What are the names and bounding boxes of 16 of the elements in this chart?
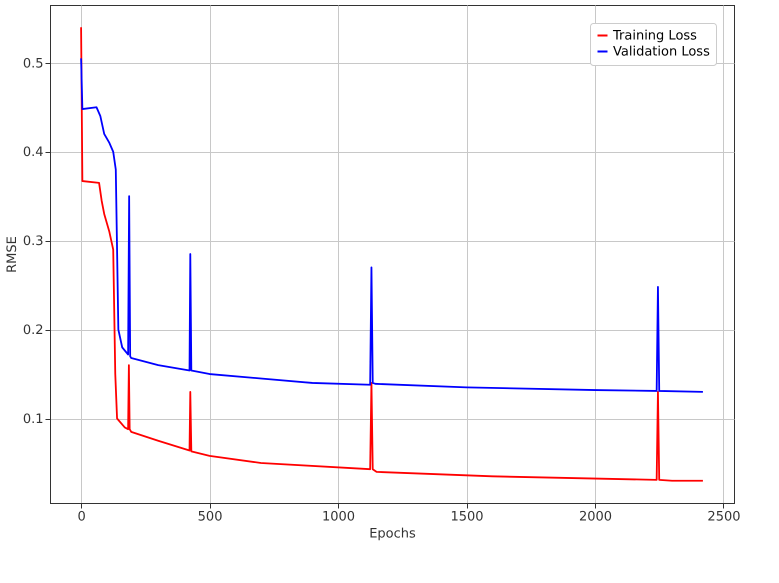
x-tick-label: 2000 — [578, 510, 612, 524]
line-series — [80, 57, 704, 393]
legend-label: Training Loss — [612, 28, 698, 44]
x-axis-title: Epochs — [369, 526, 416, 542]
x-tick-label: 1500 — [450, 510, 484, 524]
y-tick-label: 0.2 — [22, 323, 44, 338]
legend-label: Validation Loss — [613, 44, 710, 60]
y-tick-label: 0.5 — [22, 56, 44, 72]
x-tick-label: 500 — [198, 510, 222, 524]
y-axis-title: RMSE — [4, 236, 20, 273]
x-tick-label: 2500 — [707, 510, 741, 524]
x-tick-label: 1000 — [322, 510, 356, 524]
y-tick-label: 0.1 — [22, 412, 44, 428]
x-tick-label: 0 — [77, 510, 86, 524]
y-tick-label: 0.4 — [22, 145, 44, 160]
y-tick-label: 0.3 — [22, 234, 44, 250]
